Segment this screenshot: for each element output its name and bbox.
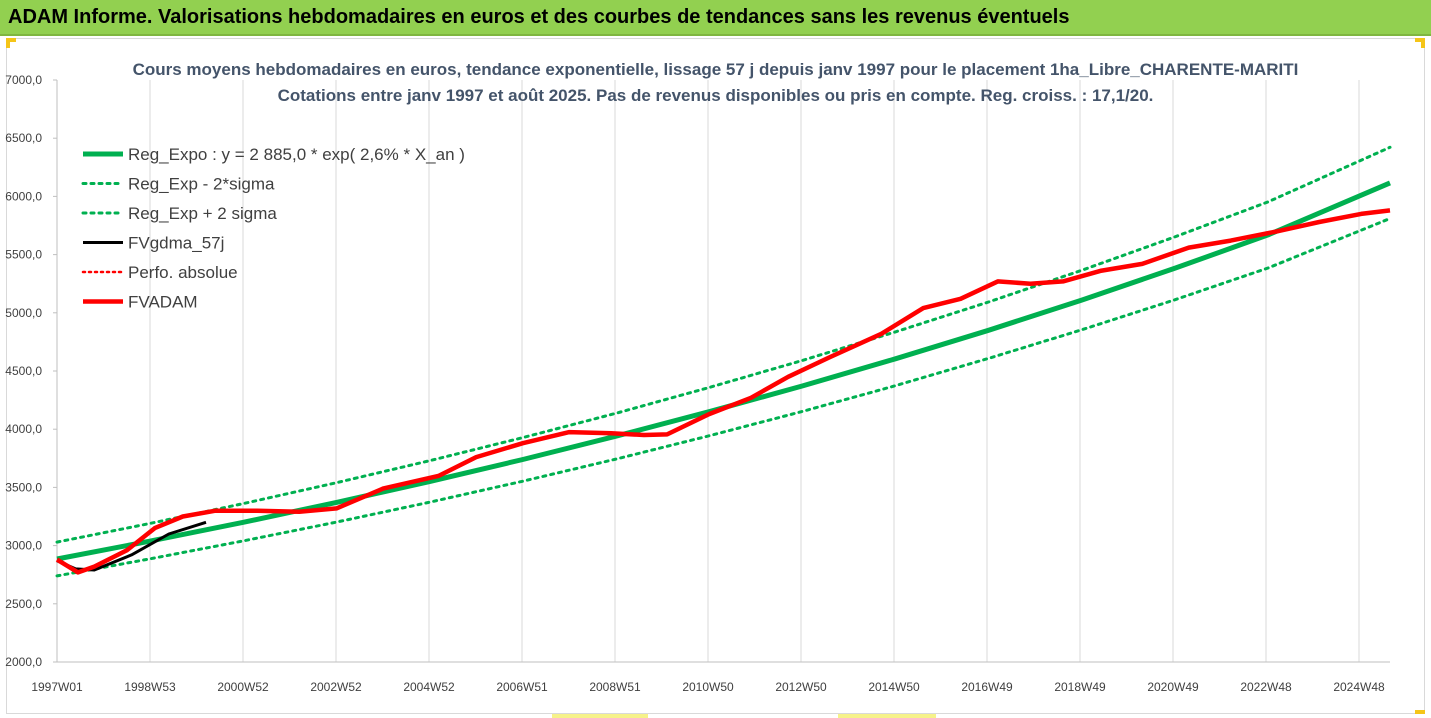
x-tick-label: 2014W50 [868, 680, 920, 694]
x-tick-label: 2018W49 [1054, 680, 1106, 694]
series-line-6 [55, 208, 1391, 575]
x-tick-label: 2008W51 [589, 680, 641, 694]
gridlines [149, 80, 1360, 662]
y-tick-label: 5500,0 [5, 248, 42, 262]
y-tick-label: 3500,0 [5, 480, 42, 494]
y-tick-label: 2000,0 [5, 655, 42, 669]
sheet-tab-marker [552, 714, 648, 718]
header-banner: ADAM Informe. Valorisations hebdomadaire… [0, 0, 1431, 36]
series-line-2 [55, 217, 1392, 578]
x-tick-label: 2010W50 [682, 680, 734, 694]
chart-title: Cours moyens hebdomadaires en euros, ten… [132, 60, 1299, 79]
x-tick-label: 1997W01 [31, 680, 83, 694]
legend-label: Perfo. absolue [128, 263, 238, 282]
y-tick-label: 5000,0 [5, 306, 42, 320]
sheet-tab-marker [838, 714, 936, 718]
x-tick-label: 2016W49 [961, 680, 1013, 694]
x-tick-label: 2022W48 [1240, 680, 1292, 694]
x-tick-label: 2012W50 [775, 680, 827, 694]
x-tick-label: 2004W52 [403, 680, 455, 694]
corner-marker-top-right [1415, 38, 1425, 42]
legend-label: Reg_Exp - 2*sigma [128, 175, 275, 194]
y-tick-label: 3000,0 [5, 539, 42, 553]
corner-marker-top-right-v [1421, 38, 1425, 48]
y-tick-label: 2500,0 [5, 597, 42, 611]
chart-frame [6, 38, 1425, 714]
corner-marker-bottom-right [1415, 710, 1425, 714]
y-tick-label: 6000,0 [5, 189, 42, 203]
legend-label: Reg_Expo : y = 2 885,0 * exp( 2,6% * X_a… [128, 145, 465, 164]
x-tick-label: 1998W53 [124, 680, 176, 694]
y-tick-label: 6500,0 [5, 131, 42, 145]
legend-label: FVgdma_57j [128, 234, 224, 253]
x-tick-label: 2006W51 [496, 680, 548, 694]
axes: 1997W01 1998W53 2000W52 2002W52 2004W52 2006W… [5, 73, 1390, 694]
chart-subtitle: Cotations entre janv 1997 et août 2025. … [277, 86, 1154, 105]
report-title: ADAM Informe. Valorisations hebdomadaire… [8, 6, 1070, 28]
x-tick-label: 2024W48 [1333, 680, 1385, 694]
series-line-1 [56, 180, 1391, 562]
y-tick-label: 4500,0 [5, 364, 42, 378]
y-tick-label: 7000,0 [5, 73, 42, 87]
series-line-3 [55, 145, 1392, 544]
corner-marker-top-left-v [6, 38, 10, 48]
x-tick-label: 2000W52 [217, 680, 269, 694]
legend-label: FVADAM [128, 293, 198, 312]
series-lines [55, 145, 1392, 578]
x-tick-label: 2002W52 [310, 680, 362, 694]
x-tick-label: 2020W49 [1147, 680, 1199, 694]
y-tick-label: 4000,0 [5, 422, 42, 436]
legend-label: Reg_Exp + 2 sigma [128, 204, 277, 223]
corner-marker-top-left [6, 38, 16, 42]
legend: Reg_Expo : y = 2 885,0 * exp( 2,6% * X_a… [81, 145, 465, 312]
